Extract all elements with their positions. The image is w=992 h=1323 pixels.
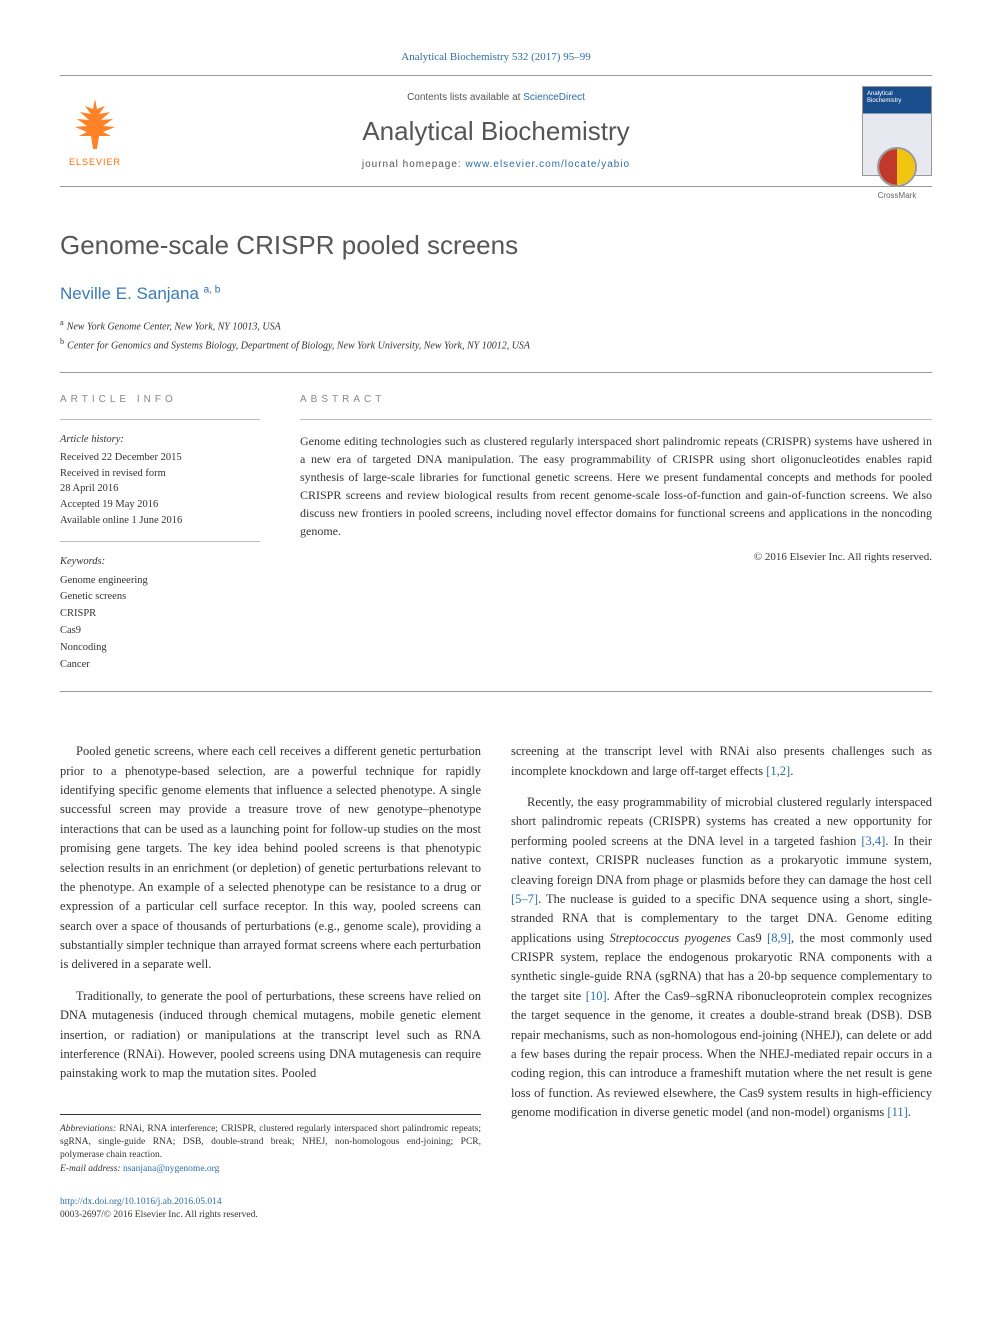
- email-footnote: E-mail address: nsanjana@nygenome.org: [60, 1163, 481, 1176]
- abstract-column: ABSTRACT Genome editing technologies suc…: [300, 393, 932, 673]
- body-paragraph: Pooled genetic screens, where each cell …: [60, 742, 481, 975]
- keyword: Noncoding: [60, 640, 260, 657]
- keywords-block: Keywords: Genome engineering Genetic scr…: [60, 554, 260, 674]
- species-name: Streptococcus pyogenes: [609, 931, 731, 945]
- abstract-text: Genome editing technologies such as clus…: [300, 432, 932, 540]
- keyword: CRISPR: [60, 606, 260, 623]
- body-text: .: [908, 1105, 911, 1119]
- footnotes: Abbreviations: RNAi, RNA interference; C…: [60, 1114, 481, 1176]
- divider: [60, 691, 932, 692]
- article-title: Genome-scale CRISPR pooled screens: [60, 227, 932, 263]
- journal-citation: Analytical Biochemistry 532 (2017) 95–99: [60, 50, 932, 65]
- divider: [60, 372, 932, 373]
- author-email-link[interactable]: nsanjana@nygenome.org: [123, 1164, 219, 1174]
- affiliation-b: bCenter for Genomics and Systems Biology…: [60, 335, 932, 354]
- keyword: Cancer: [60, 657, 260, 674]
- contents-line: Contents lists available at ScienceDirec…: [145, 91, 847, 105]
- doi-link[interactable]: http://dx.doi.org/10.1016/j.ab.2016.05.0…: [60, 1197, 222, 1207]
- reference-link[interactable]: [3,4]: [861, 834, 885, 848]
- affil-text-a: New York Genome Center, New York, NY 100…: [67, 321, 281, 332]
- history-line: Received 22 December 2015: [60, 450, 260, 466]
- affil-sup-a: a: [60, 318, 64, 327]
- info-divider: [60, 541, 260, 542]
- body-paragraph: Traditionally, to generate the pool of p…: [60, 987, 481, 1084]
- history-line: Received in revised form: [60, 466, 260, 482]
- header-center: Contents lists available at ScienceDirec…: [145, 91, 847, 171]
- affiliations: aNew York Genome Center, New York, NY 10…: [60, 316, 932, 355]
- elsevier-name: ELSEVIER: [69, 156, 121, 169]
- homepage-prefix: journal homepage:: [362, 159, 466, 170]
- reference-link[interactable]: [11]: [887, 1105, 907, 1119]
- elsevier-tree-icon: [65, 94, 125, 154]
- citation-link[interactable]: Analytical Biochemistry 532 (2017) 95–99: [401, 51, 590, 63]
- citation-journal: Analytical Biochemistry: [401, 51, 509, 63]
- body-text: . After the Cas9–sgRNA ribonucleoprotein…: [511, 989, 932, 1119]
- issn-copyright: 0003-2697/© 2016 Elsevier Inc. All right…: [60, 1210, 258, 1220]
- abstract-divider: [300, 419, 932, 420]
- citation-volume: 532: [512, 51, 529, 63]
- body-text: Cas9: [731, 931, 767, 945]
- keyword: Genome engineering: [60, 573, 260, 590]
- citation-year: 2017: [535, 51, 557, 63]
- citation-pages: 95–99: [563, 51, 591, 63]
- homepage-link[interactable]: www.elsevier.com/locate/yabio: [466, 159, 631, 170]
- crossmark-label: CrossMark: [862, 190, 932, 201]
- reference-link[interactable]: [1,2]: [766, 764, 790, 778]
- author-line: Neville E. Sanjana a, b: [60, 282, 932, 306]
- reference-link[interactable]: [8,9]: [767, 931, 791, 945]
- abbrev-text: RNAi, RNA interference; CRISPR, clustere…: [60, 1124, 481, 1161]
- body-columns: Pooled genetic screens, where each cell …: [60, 742, 932, 1176]
- body-text: .: [790, 764, 793, 778]
- history-line: 28 April 2016: [60, 481, 260, 497]
- body-paragraph: Recently, the easy programmability of mi…: [511, 793, 932, 1122]
- journal-name: Analytical Biochemistry: [145, 113, 847, 149]
- history-label: Article history:: [60, 432, 260, 448]
- info-abstract-row: ARTICLE INFO Article history: Received 2…: [60, 393, 932, 673]
- body-text: screening at the transcript level with R…: [511, 744, 932, 777]
- affil-text-b: Center for Genomics and Systems Biology,…: [67, 340, 530, 351]
- history-line: Available online 1 June 2016: [60, 513, 260, 529]
- homepage-line: journal homepage: www.elsevier.com/locat…: [145, 158, 847, 172]
- history-line: Accepted 19 May 2016: [60, 497, 260, 513]
- contents-prefix: Contents lists available at: [407, 92, 523, 103]
- sciencedirect-link[interactable]: ScienceDirect: [523, 92, 585, 103]
- keywords-label: Keywords:: [60, 554, 260, 571]
- reference-link[interactable]: [10]: [586, 989, 607, 1003]
- keyword: Cas9: [60, 623, 260, 640]
- info-divider: [60, 419, 260, 420]
- reference-link[interactable]: [5–7]: [511, 892, 538, 906]
- page-footer: http://dx.doi.org/10.1016/j.ab.2016.05.0…: [60, 1196, 932, 1223]
- journal-header: ELSEVIER Contents lists available at Sci…: [60, 75, 932, 187]
- abbreviations-footnote: Abbreviations: RNAi, RNA interference; C…: [60, 1123, 481, 1163]
- elsevier-logo[interactable]: ELSEVIER: [60, 94, 130, 169]
- article-info-column: ARTICLE INFO Article history: Received 2…: [60, 393, 260, 673]
- abbrev-label: Abbreviations:: [60, 1124, 116, 1134]
- abstract-heading: ABSTRACT: [300, 393, 932, 407]
- body-column-right: screening at the transcript level with R…: [511, 742, 932, 1176]
- affiliation-a: aNew York Genome Center, New York, NY 10…: [60, 316, 932, 335]
- email-label: E-mail address:: [60, 1164, 123, 1174]
- body-column-left: Pooled genetic screens, where each cell …: [60, 742, 481, 1176]
- info-heading: ARTICLE INFO: [60, 393, 260, 407]
- author-affil-sup: a, b: [204, 284, 221, 295]
- abstract-copyright: © 2016 Elsevier Inc. All rights reserved…: [300, 550, 932, 565]
- article-history: Article history: Received 22 December 20…: [60, 432, 260, 529]
- crossmark-icon: [877, 147, 917, 187]
- body-paragraph: screening at the transcript level with R…: [511, 742, 932, 781]
- keyword: Genetic screens: [60, 589, 260, 606]
- affil-sup-b: b: [60, 337, 64, 346]
- cover-thumb-title: Analytical Biochemistry: [867, 91, 927, 104]
- author-name[interactable]: Neville E. Sanjana: [60, 284, 199, 303]
